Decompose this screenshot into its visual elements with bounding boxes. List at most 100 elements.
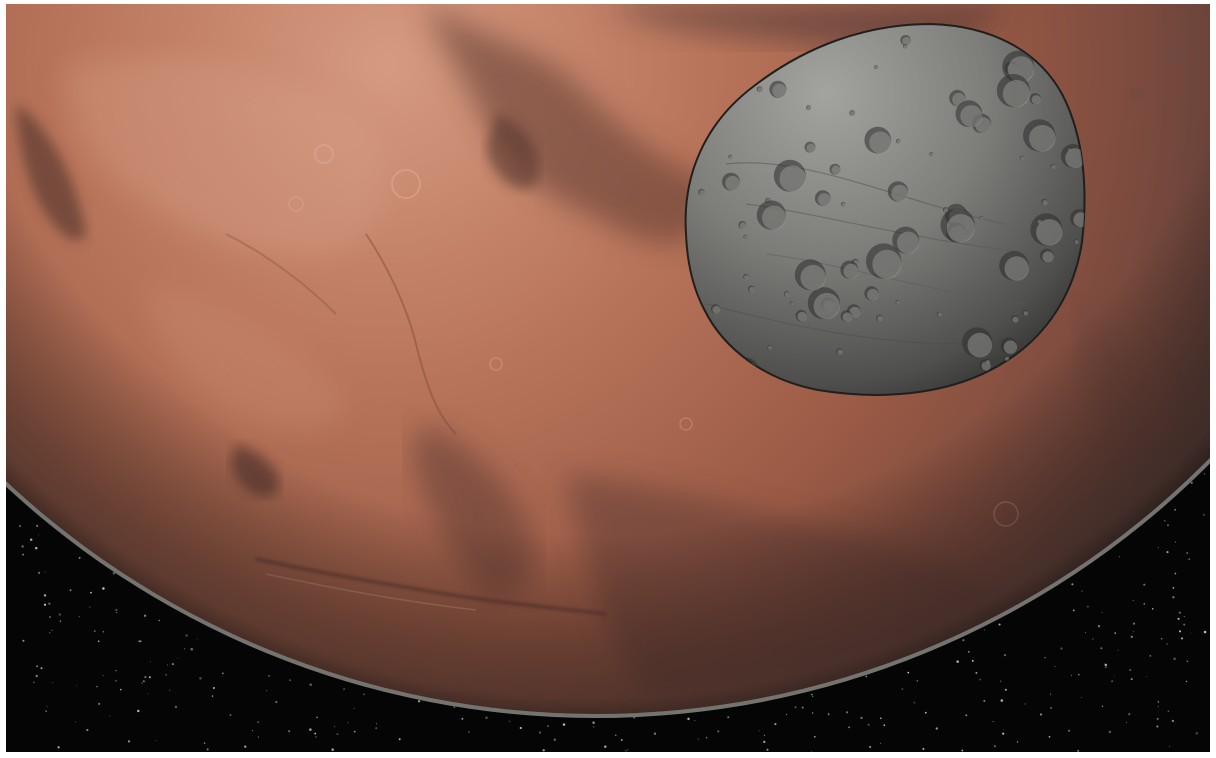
- star: [774, 723, 777, 726]
- star: [994, 745, 996, 747]
- star: [697, 738, 699, 740]
- star: [865, 675, 868, 678]
- star: [860, 716, 863, 720]
- star: [49, 632, 51, 634]
- star: [811, 693, 813, 696]
- star: [1157, 701, 1160, 703]
- star: [508, 720, 511, 723]
- star: [811, 751, 812, 752]
- star: [913, 701, 916, 704]
- star: [1160, 637, 1163, 640]
- star: [58, 613, 61, 616]
- moon-crater: [789, 301, 794, 306]
- star: [758, 730, 760, 732]
- moon-crater: [903, 44, 908, 49]
- star: [96, 686, 98, 688]
- star: [251, 730, 254, 732]
- star: [1128, 713, 1131, 716]
- moon-crater: [840, 310, 853, 323]
- star: [1101, 705, 1104, 707]
- star: [203, 742, 206, 744]
- moon-crater: [783, 291, 790, 297]
- star: [212, 686, 215, 690]
- moon-crater: [804, 141, 816, 153]
- star: [983, 700, 986, 702]
- moon-crater: [895, 300, 900, 305]
- star: [115, 608, 118, 612]
- star: [155, 740, 157, 741]
- star: [562, 723, 566, 726]
- star: [1166, 551, 1169, 554]
- moon-crater: [1050, 164, 1056, 170]
- star: [1172, 587, 1175, 589]
- star: [763, 740, 766, 744]
- star: [1050, 706, 1052, 709]
- moon-crater: [773, 159, 806, 192]
- star: [1092, 638, 1094, 640]
- moon-crater: [722, 172, 740, 191]
- star: [813, 735, 816, 738]
- star: [59, 620, 61, 622]
- moon-crater: [874, 65, 879, 70]
- star: [593, 726, 595, 728]
- star: [51, 629, 53, 631]
- star: [1149, 655, 1152, 657]
- star: [1078, 674, 1080, 676]
- star: [848, 726, 851, 729]
- star: [547, 725, 549, 727]
- star: [1156, 717, 1159, 720]
- star: [112, 572, 116, 575]
- star: [1132, 631, 1134, 633]
- star: [1130, 635, 1134, 639]
- star: [90, 591, 92, 594]
- star: [1203, 630, 1207, 634]
- moon-crater: [900, 35, 911, 46]
- star: [453, 706, 455, 708]
- star: [78, 616, 80, 618]
- star: [1177, 617, 1180, 620]
- moon-crater: [1066, 147, 1072, 152]
- moon-crater: [747, 285, 755, 293]
- star: [883, 724, 886, 727]
- star: [289, 679, 291, 681]
- star: [1060, 647, 1063, 650]
- star: [333, 725, 336, 728]
- star: [150, 660, 151, 662]
- star: [206, 748, 209, 751]
- moon-crater: [940, 207, 975, 243]
- moon-crater: [794, 259, 826, 291]
- moon-crater: [864, 126, 892, 154]
- star: [19, 525, 22, 527]
- star: [398, 738, 401, 741]
- star: [1111, 680, 1113, 682]
- star: [1104, 663, 1108, 667]
- star: [922, 747, 925, 750]
- star: [331, 748, 334, 751]
- star: [120, 688, 122, 691]
- star: [1117, 649, 1119, 651]
- star: [148, 676, 151, 679]
- star: [1175, 541, 1177, 543]
- moon-crater: [892, 226, 920, 254]
- star: [268, 675, 270, 677]
- star: [1171, 719, 1175, 723]
- star: [1173, 657, 1176, 661]
- star: [347, 722, 349, 724]
- star: [257, 721, 260, 724]
- star: [375, 727, 378, 730]
- moon-crater: [743, 234, 748, 239]
- star: [168, 689, 171, 691]
- star: [1132, 622, 1136, 625]
- star: [353, 707, 355, 710]
- star: [615, 734, 617, 736]
- star: [694, 720, 696, 722]
- star: [34, 546, 38, 550]
- star: [975, 671, 978, 674]
- star: [165, 673, 168, 676]
- star: [485, 716, 488, 719]
- star: [1119, 556, 1121, 558]
- star: [57, 746, 60, 749]
- star: [1157, 546, 1159, 548]
- star: [75, 721, 76, 723]
- star: [244, 745, 247, 748]
